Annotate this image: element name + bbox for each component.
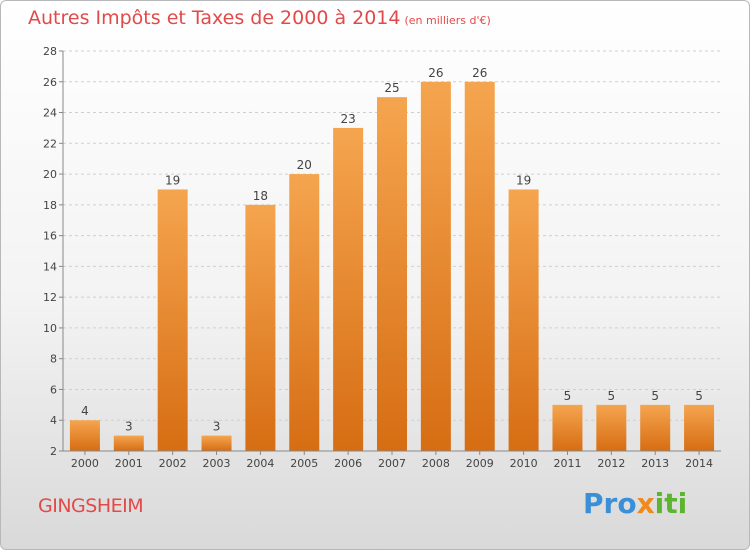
y-tick-label: 10: [43, 322, 57, 335]
x-tick-label-2001: 2001: [115, 457, 143, 470]
bar-2002: [157, 189, 188, 451]
data-label-2013: 5: [651, 389, 659, 403]
data-label-2002: 19: [165, 173, 180, 187]
bar-2010: [508, 189, 539, 451]
logo-part-1: Pro: [583, 487, 637, 520]
bar-2011: [552, 404, 583, 451]
commune-name: GINGSHEIM: [38, 495, 144, 517]
x-tick-label-2006: 2006: [334, 457, 362, 470]
logo-part-3: iti: [654, 487, 688, 520]
data-label-2001: 3: [125, 420, 133, 434]
y-tick-label: 8: [50, 353, 57, 366]
bar-2007: [377, 97, 407, 452]
data-label-2010: 19: [516, 173, 531, 187]
x-tick-label-2004: 2004: [246, 457, 274, 470]
data-label-2009: 26: [472, 66, 487, 80]
x-tick-label-2002: 2002: [159, 457, 187, 470]
data-label-2005: 20: [297, 158, 312, 172]
data-label-2012: 5: [608, 389, 616, 403]
x-tick-label-2000: 2000: [71, 457, 99, 470]
y-tick-label: 14: [43, 260, 57, 273]
logo-part-2: x: [636, 487, 655, 520]
data-label-2011: 5: [564, 389, 572, 403]
y-tick-label: 6: [50, 383, 57, 396]
y-tick-label: 28: [43, 45, 57, 58]
bar-2001: [113, 435, 144, 451]
bar-2014: [684, 404, 715, 451]
bar-2005: [289, 174, 320, 452]
y-tick-label: 24: [43, 107, 57, 120]
y-tick-label: 12: [43, 291, 57, 304]
chart-title: Autres Impôts et Taxes de 2000 à 2014 (en…: [28, 7, 491, 29]
bar-2009: [464, 81, 495, 452]
data-label-2007: 25: [384, 81, 399, 95]
bar-2012: [596, 404, 627, 451]
data-label-2008: 26: [428, 66, 443, 80]
x-tick-label-2011: 2011: [553, 457, 581, 470]
x-tick-label-2009: 2009: [466, 457, 494, 470]
bar-2008: [420, 81, 451, 452]
data-label-2000: 4: [81, 404, 89, 418]
x-tick-label-2012: 2012: [597, 457, 625, 470]
data-label-2004: 18: [253, 189, 268, 203]
data-label-2003: 3: [213, 420, 221, 434]
y-tick-label: 2: [50, 445, 57, 458]
chart-subtitle: (en milliers d'€): [404, 14, 491, 27]
bar-2006: [333, 127, 364, 451]
x-tick-label-2010: 2010: [510, 457, 538, 470]
bars: 4 3 19 3 18 20 23 25 26 26 19 5 5 5 5: [69, 66, 715, 452]
x-tick-label-2013: 2013: [641, 457, 669, 470]
bar-2000: [69, 420, 100, 451]
proxiti-logo: Proxiti: [583, 487, 687, 520]
y-tick-label: 22: [43, 137, 57, 150]
bar-2003: [201, 435, 232, 451]
data-label-2014: 5: [695, 389, 703, 403]
x-tick-label-2005: 2005: [290, 457, 318, 470]
bar-2004: [245, 204, 276, 451]
x-tick-label-2008: 2008: [422, 457, 450, 470]
y-tick-label: 4: [50, 414, 57, 427]
x-tick-label-2014: 2014: [685, 457, 713, 470]
x-tick-label-2003: 2003: [203, 457, 231, 470]
bar-2013: [640, 404, 671, 451]
y-tick-label: 16: [43, 230, 57, 243]
x-tick-label-2007: 2007: [378, 457, 406, 470]
data-label-2006: 23: [340, 112, 355, 126]
x-axis: 2000 2001 2002 2003 2004 2005 2006 2007 2008 2009…: [63, 450, 721, 470]
y-tick-label: 26: [43, 76, 57, 89]
y-tick-label: 20: [43, 168, 57, 181]
y-tick-label: 18: [43, 199, 57, 212]
